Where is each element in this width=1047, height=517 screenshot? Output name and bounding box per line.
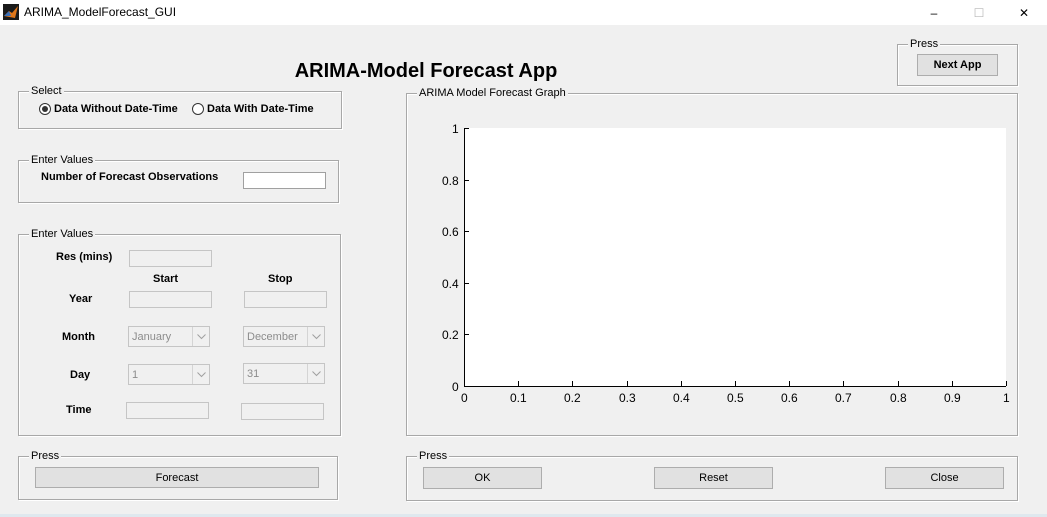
x-tick-label: 0	[461, 391, 468, 405]
radio-label: Data With Date-Time	[207, 103, 314, 115]
start-header: Start	[153, 273, 179, 285]
day-label: Day	[70, 369, 91, 381]
minimize-button[interactable]: –	[911, 0, 957, 25]
res-mins-input[interactable]	[129, 250, 212, 267]
maximize-button[interactable]: ☐	[956, 0, 1002, 25]
x-tick-label: 1	[1003, 391, 1010, 405]
x-tick-label: 0.8	[890, 391, 907, 405]
month-label: Month	[62, 331, 95, 343]
stop-month-value: December	[247, 331, 298, 343]
datetime-panel-legend: Enter Values	[29, 227, 96, 241]
forecast-button-panel-legend: Press	[29, 449, 62, 463]
close-window-button[interactable]: ✕	[1001, 0, 1047, 25]
x-tick-label: 0.6	[781, 391, 798, 405]
start-month-select[interactable]: January	[128, 326, 210, 347]
forecast-observations-panel-legend: Enter Values	[29, 153, 96, 167]
forecast-button-panel: Press Forecast	[18, 449, 338, 500]
stop-header: Stop	[268, 273, 293, 285]
x-tick-label: 0.1	[510, 391, 527, 405]
radio-selected-icon	[39, 103, 51, 115]
stop-year-input[interactable]	[244, 291, 327, 308]
forecast-observations-label: Number of Forecast Observations	[41, 171, 219, 183]
x-tick-label: 0.4	[673, 391, 690, 405]
minimize-icon: –	[930, 5, 938, 20]
matlab-app-icon	[3, 4, 19, 20]
y-tick-label: 0	[452, 379, 459, 394]
radio-unselected-icon	[192, 103, 204, 115]
forecast-button[interactable]: Forecast	[35, 467, 319, 488]
time-label: Time	[66, 404, 92, 416]
x-tick-label: 0.9	[944, 391, 961, 405]
y-tick-label: 0.4	[442, 276, 459, 291]
next-app-panel: Press Next App	[897, 37, 1018, 86]
reset-button[interactable]: Reset	[654, 467, 773, 489]
chevron-down-icon	[307, 364, 324, 383]
action-panel: Press OK Reset Close	[406, 449, 1018, 501]
next-app-panel-legend: Press	[908, 37, 941, 51]
action-panel-legend: Press	[417, 449, 450, 463]
x-tick-label: 0.3	[619, 391, 636, 405]
y-tick-label: 0.8	[442, 173, 459, 188]
app-title: ARIMA-Model Forecast App	[294, 60, 558, 82]
res-mins-label: Res (mins)	[56, 251, 113, 263]
year-label: Year	[69, 293, 93, 305]
stop-day-select[interactable]: 31	[243, 363, 325, 384]
forecast-observations-panel: Enter Values Number of Forecast Observat…	[18, 153, 339, 203]
forecast-graph-panel: ARIMA Model Forecast Graph	[406, 86, 1018, 436]
y-tick-label: 1	[452, 121, 459, 136]
forecast-graph-panel-legend: ARIMA Model Forecast Graph	[417, 86, 568, 100]
start-day-value: 1	[132, 369, 139, 381]
select-panel: Select Data Without Date-Time Data With …	[18, 84, 342, 129]
start-time-input[interactable]	[126, 402, 209, 419]
chevron-down-icon	[192, 327, 209, 346]
stop-day-value: 31	[247, 368, 260, 380]
bottom-border	[0, 514, 1047, 517]
start-day-select[interactable]: 1	[128, 364, 210, 385]
stop-month-select[interactable]: December	[243, 326, 325, 347]
y-tick-label: 0.6	[442, 224, 459, 239]
close-button[interactable]: Close	[885, 467, 1004, 489]
next-app-button[interactable]: Next App	[917, 54, 998, 76]
x-tick-label: 0.7	[835, 391, 852, 405]
chevron-down-icon	[307, 327, 324, 346]
datetime-panel: Enter Values Res (mins) Start Stop Year …	[18, 227, 341, 436]
start-month-value: January	[132, 331, 172, 343]
x-tick-label: 0.2	[564, 391, 581, 405]
window-titlebar: ARIMA_ModelForecast_GUI – ☐ ✕	[0, 0, 1047, 25]
y-tick-label: 0.2	[442, 327, 459, 342]
radio-data-without-datetime[interactable]: Data Without Date-Time	[39, 103, 178, 115]
x-tick-label: 0.5	[727, 391, 744, 405]
radio-data-with-datetime[interactable]: Data With Date-Time	[192, 103, 314, 115]
close-icon: ✕	[1018, 5, 1030, 20]
forecast-observations-input[interactable]	[243, 172, 326, 189]
plot-area	[464, 128, 1006, 386]
maximize-icon: ☐	[973, 5, 985, 20]
start-year-input[interactable]	[129, 291, 212, 308]
radio-label: Data Without Date-Time	[54, 103, 178, 115]
ok-button[interactable]: OK	[423, 467, 542, 489]
select-panel-legend: Select	[29, 84, 64, 98]
window-title: ARIMA_ModelForecast_GUI	[24, 5, 177, 19]
chevron-down-icon	[192, 365, 209, 384]
stop-time-input[interactable]	[241, 403, 324, 420]
